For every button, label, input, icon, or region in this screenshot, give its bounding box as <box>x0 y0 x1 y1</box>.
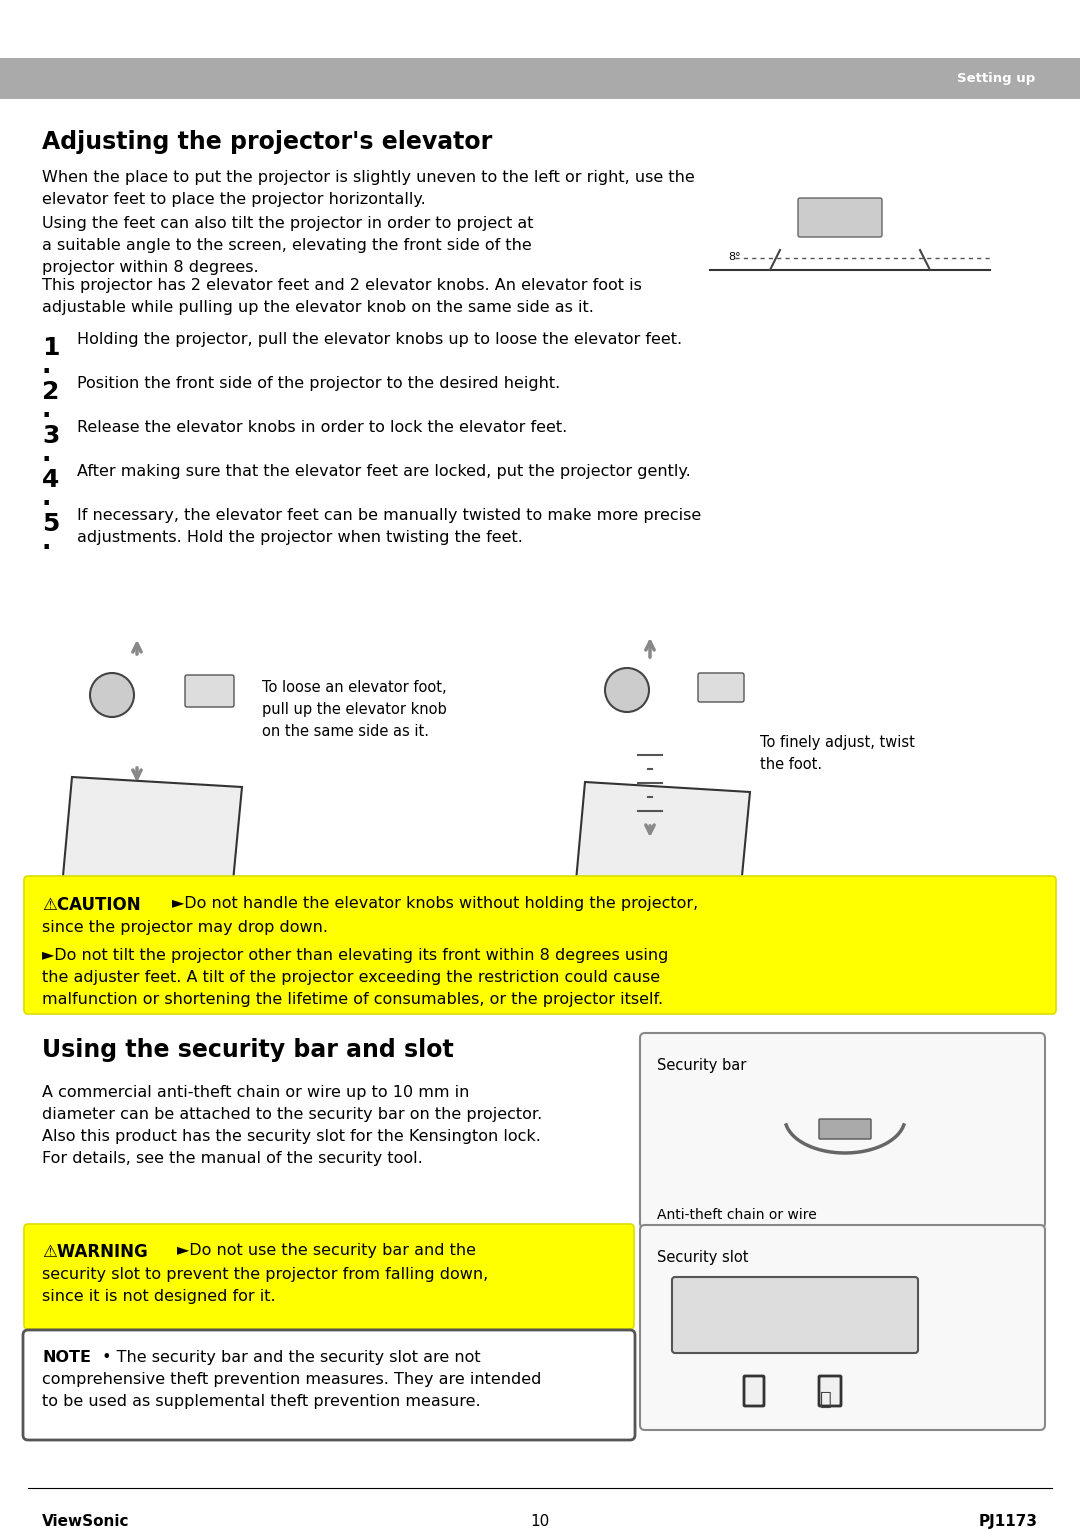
Text: ⚿: ⚿ <box>820 1390 832 1409</box>
FancyBboxPatch shape <box>640 1226 1045 1429</box>
Text: To loose an elevator foot,: To loose an elevator foot, <box>262 680 447 696</box>
Text: comprehensive theft prevention measures. They are intended: comprehensive theft prevention measures.… <box>42 1373 541 1386</box>
Text: 8°: 8° <box>728 251 741 262</box>
Text: ⚠CAUTION: ⚠CAUTION <box>42 896 140 915</box>
Text: pull up the elevator knob: pull up the elevator knob <box>262 702 447 717</box>
Text: Using the security bar and slot: Using the security bar and slot <box>42 1039 454 1062</box>
Text: .: . <box>42 486 52 510</box>
Text: since the projector may drop down.: since the projector may drop down. <box>42 921 328 935</box>
Text: If necessary, the elevator feet can be manually twisted to make more precise: If necessary, the elevator feet can be m… <box>77 509 701 522</box>
Text: A commercial anti-theft chain or wire up to 10 mm in: A commercial anti-theft chain or wire up… <box>42 1085 470 1100</box>
Text: on the same side as it.: on the same side as it. <box>262 725 429 738</box>
Text: diameter can be attached to the security bar on the projector.: diameter can be attached to the security… <box>42 1108 542 1121</box>
Polygon shape <box>575 781 750 898</box>
Text: Using the feet can also tilt the projector in order to project at: Using the feet can also tilt the project… <box>42 216 534 231</box>
Text: Release the elevator knobs in order to lock the elevator feet.: Release the elevator knobs in order to l… <box>77 420 567 435</box>
Text: 5: 5 <box>42 512 59 536</box>
FancyBboxPatch shape <box>0 58 1080 100</box>
FancyBboxPatch shape <box>798 198 882 237</box>
Text: To finely adjust, twist: To finely adjust, twist <box>760 735 915 751</box>
FancyBboxPatch shape <box>24 1224 634 1328</box>
Text: Security bar: Security bar <box>657 1059 746 1072</box>
Text: 2: 2 <box>42 380 59 404</box>
Text: Adjusting the projector's elevator: Adjusting the projector's elevator <box>42 130 492 155</box>
Text: This projector has 2 elevator feet and 2 elevator knobs. An elevator foot is: This projector has 2 elevator feet and 2… <box>42 277 642 293</box>
FancyBboxPatch shape <box>744 1376 764 1406</box>
FancyBboxPatch shape <box>640 1033 1045 1229</box>
Text: to be used as supplemental theft prevention measure.: to be used as supplemental theft prevent… <box>42 1394 481 1409</box>
Text: a suitable angle to the screen, elevating the front side of the: a suitable angle to the screen, elevatin… <box>42 237 531 253</box>
Text: For details, see the manual of the security tool.: For details, see the manual of the secur… <box>42 1151 422 1166</box>
Text: .: . <box>42 530 52 555</box>
Text: projector within 8 degrees.: projector within 8 degrees. <box>42 260 258 276</box>
Text: .: . <box>42 398 52 421</box>
FancyBboxPatch shape <box>819 1376 841 1406</box>
Text: 10: 10 <box>530 1514 550 1529</box>
FancyBboxPatch shape <box>698 673 744 702</box>
Text: When the place to put the projector is slightly uneven to the left or right, use: When the place to put the projector is s… <box>42 170 694 185</box>
Text: Anti-theft chain or wire: Anti-theft chain or wire <box>657 1209 816 1223</box>
Text: the foot.: the foot. <box>760 757 822 772</box>
Text: 4: 4 <box>42 467 59 492</box>
Text: elevator feet to place the projector horizontally.: elevator feet to place the projector hor… <box>42 192 426 207</box>
Text: adjustable while pulling up the elevator knob on the same side as it.: adjustable while pulling up the elevator… <box>42 300 594 316</box>
Text: adjustments. Hold the projector when twisting the feet.: adjustments. Hold the projector when twi… <box>77 530 523 545</box>
Text: ►Do not tilt the projector other than elevating its front within 8 degrees using: ►Do not tilt the projector other than el… <box>42 948 669 964</box>
Text: ⚠WARNING: ⚠WARNING <box>42 1242 148 1261</box>
Text: Holding the projector, pull the elevator knobs up to loose the elevator feet.: Holding the projector, pull the elevator… <box>77 332 683 348</box>
Text: After making sure that the elevator feet are locked, put the projector gently.: After making sure that the elevator feet… <box>77 464 691 480</box>
Text: ►Do not handle the elevator knobs without holding the projector,: ►Do not handle the elevator knobs withou… <box>172 896 699 912</box>
Text: .: . <box>42 443 52 466</box>
Text: 1: 1 <box>42 336 59 360</box>
FancyBboxPatch shape <box>185 676 234 706</box>
Text: ViewSonic: ViewSonic <box>42 1514 130 1529</box>
FancyBboxPatch shape <box>24 876 1056 1014</box>
Text: 3: 3 <box>42 424 59 447</box>
Circle shape <box>605 668 649 712</box>
Text: since it is not designed for it.: since it is not designed for it. <box>42 1288 275 1304</box>
Circle shape <box>90 673 134 717</box>
Text: NOTE: NOTE <box>42 1350 91 1365</box>
Text: Setting up: Setting up <box>957 72 1035 84</box>
Polygon shape <box>750 1282 975 1342</box>
Text: Position the front side of the projector to the desired height.: Position the front side of the projector… <box>77 375 561 391</box>
Text: .: . <box>42 354 52 378</box>
Text: • The security bar and the security slot are not: • The security bar and the security slot… <box>97 1350 481 1365</box>
Text: ►Do not use the security bar and the: ►Do not use the security bar and the <box>177 1242 476 1258</box>
FancyBboxPatch shape <box>23 1330 635 1440</box>
Text: Also this product has the security slot for the Kensington lock.: Also this product has the security slot … <box>42 1129 541 1144</box>
FancyBboxPatch shape <box>672 1278 918 1353</box>
Text: security slot to prevent the projector from falling down,: security slot to prevent the projector f… <box>42 1267 488 1282</box>
FancyBboxPatch shape <box>819 1118 870 1138</box>
Text: PJ1173: PJ1173 <box>978 1514 1038 1529</box>
Text: malfunction or shortening the lifetime of consumables, or the projector itself.: malfunction or shortening the lifetime o… <box>42 993 663 1007</box>
Polygon shape <box>62 777 242 892</box>
Text: the adjuster feet. A tilt of the projector exceeding the restriction could cause: the adjuster feet. A tilt of the project… <box>42 970 660 985</box>
Text: Security slot: Security slot <box>657 1250 748 1265</box>
